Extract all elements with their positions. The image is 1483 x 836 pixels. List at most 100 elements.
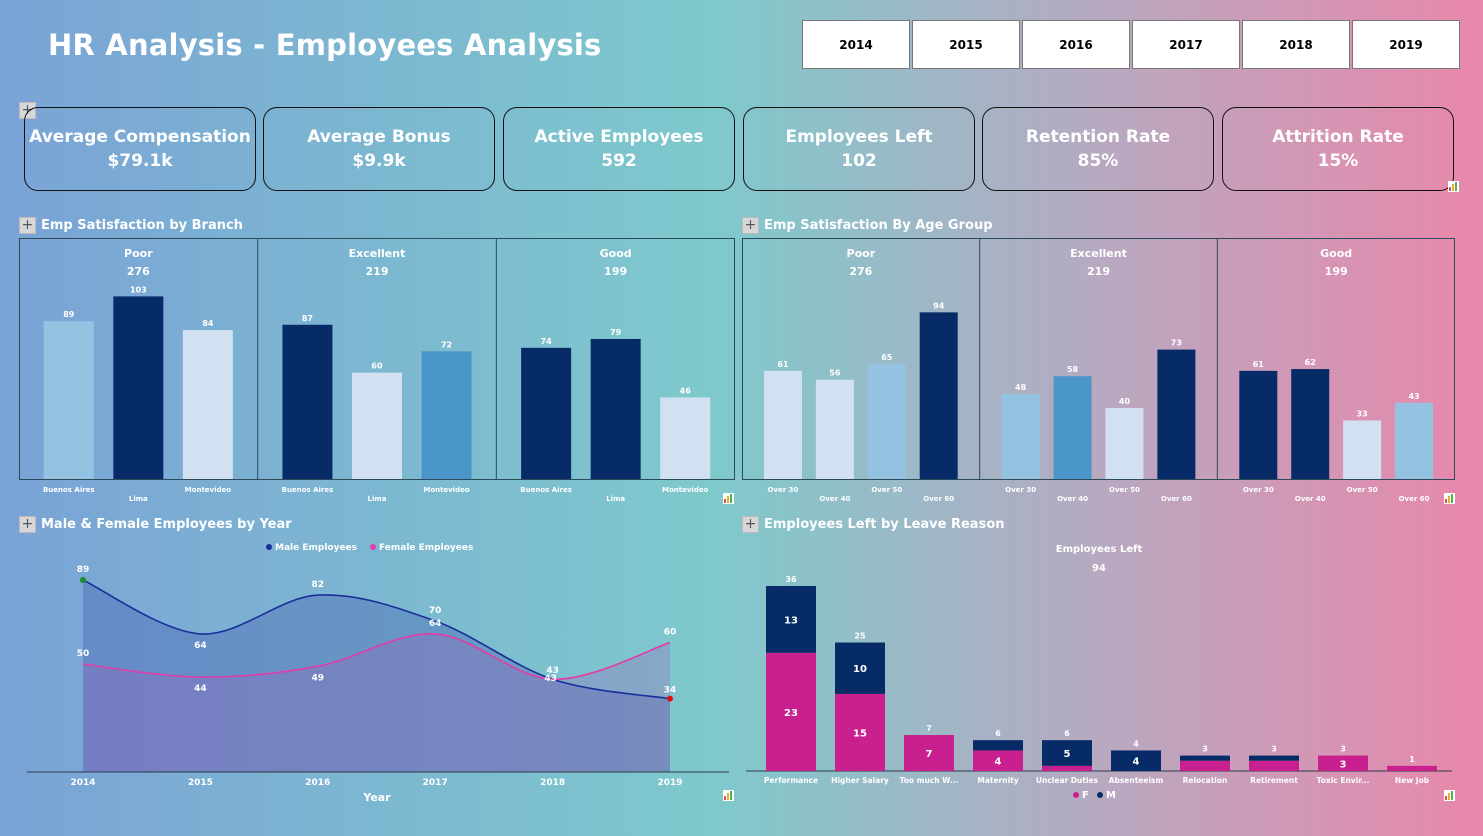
expand-icon[interactable]: + <box>19 217 36 234</box>
kpi-label: Active Employees <box>534 127 704 147</box>
chart-type-icon[interactable] <box>723 790 734 801</box>
kpi-label: Employees Left <box>785 127 933 147</box>
bar-good-montevideo[interactable] <box>660 397 711 479</box>
female-point-label: 50 <box>77 649 90 659</box>
expand-icon[interactable]: + <box>742 516 759 533</box>
chart-type-icon[interactable] <box>1444 493 1455 504</box>
bar-excellent-lima[interactable] <box>352 372 402 479</box>
category-label-over-40: Over 40 <box>1057 495 1088 503</box>
bar-good-lima[interactable] <box>590 338 641 479</box>
bar-good-over-60[interactable] <box>1395 402 1434 479</box>
bar-value-label: 87 <box>302 314 313 323</box>
bar-m-retirement[interactable] <box>1249 755 1299 761</box>
bar-value-label: 74 <box>541 337 553 346</box>
bar-total-label: 1 <box>1409 755 1415 764</box>
bar-excellent-over-60[interactable] <box>1157 349 1196 479</box>
bar-f-higher-salary[interactable] <box>835 693 885 771</box>
category-label-over-60: Over 60 <box>1161 495 1192 503</box>
category-label-unclear-duties: Unclear Duties <box>1036 776 1099 785</box>
bar-poor-buenos-aires[interactable] <box>43 321 94 479</box>
bar-good-over-40[interactable] <box>1291 369 1330 479</box>
bar-excellent-over-40[interactable] <box>1053 376 1092 479</box>
group-label-good: Good <box>1320 247 1352 260</box>
legend-label-male[interactable]: Male Employees <box>275 543 357 553</box>
kpi-card-retention-rate: Retention Rate 85% <box>982 107 1214 191</box>
expand-icon[interactable]: + <box>19 516 36 533</box>
bar-f-performance[interactable] <box>766 652 816 771</box>
category-label-over-40: Over 40 <box>1295 495 1326 503</box>
panel-frame <box>742 238 1455 480</box>
expand-icon[interactable]: + <box>742 217 759 234</box>
category-label-relocation: Relocation <box>1183 776 1228 785</box>
bar-total-label: 36 <box>785 575 797 584</box>
series-line-female-employees[interactable] <box>82 633 671 681</box>
bar-good-over-30[interactable] <box>1239 370 1278 479</box>
bar-f-toxic-envir[interactable] <box>1318 755 1368 771</box>
bar-total-label: 3 <box>1271 745 1277 754</box>
category-label-over-30: Over 30 <box>768 486 799 494</box>
bar-good-buenos-aires[interactable] <box>521 347 572 479</box>
bar-f-unclear-duties[interactable] <box>1042 765 1092 771</box>
bar-m-relocation[interactable] <box>1180 755 1230 761</box>
bar-poor-montevideo[interactable] <box>182 330 233 479</box>
bar-excellent-montevideo[interactable] <box>421 351 472 479</box>
bar-poor-lima[interactable] <box>113 296 164 479</box>
bar-poor-over-50[interactable] <box>867 363 906 479</box>
category-label-lima: Lima <box>606 495 625 503</box>
year-button-2017[interactable]: 2017 <box>1132 20 1240 69</box>
bar-excellent-buenos-aires[interactable] <box>282 324 333 479</box>
legend-swatch-m <box>1097 792 1103 798</box>
legend-label-female[interactable]: Female Employees <box>379 543 473 553</box>
male-point-label: 43 <box>546 666 559 676</box>
bar-value-label: 103 <box>130 285 147 294</box>
bar-excellent-over-30[interactable] <box>1001 393 1040 479</box>
bar-f-retirement[interactable] <box>1249 760 1299 771</box>
chart-type-icon[interactable] <box>1448 181 1459 192</box>
bar-poor-over-60[interactable] <box>919 312 958 479</box>
bar-f-new-job[interactable] <box>1387 765 1437 771</box>
category-label-buenos-aires: Buenos Aires <box>520 486 572 494</box>
kpi-card-attrition-rate: Attrition Rate 15% <box>1222 107 1454 191</box>
bar-good-over-50[interactable] <box>1343 420 1382 480</box>
male-point-label: 89 <box>77 565 90 575</box>
bar-m-maternity[interactable] <box>973 740 1023 751</box>
female-point-label: 60 <box>664 628 677 638</box>
bar-excellent-over-50[interactable] <box>1105 408 1144 479</box>
panel-title-branch: Emp Satisfaction by Branch <box>41 218 243 233</box>
year-button-2015[interactable]: 2015 <box>912 20 1020 69</box>
male-point-label: 70 <box>429 606 442 616</box>
legend-swatch-male <box>266 544 272 550</box>
year-button-2014[interactable]: 2014 <box>802 20 910 69</box>
chart-type-icon[interactable] <box>723 493 734 504</box>
bar-poor-over-40[interactable] <box>815 379 854 479</box>
year-button-2016[interactable]: 2016 <box>1022 20 1130 69</box>
bar-value-label: 89 <box>63 310 75 319</box>
bar-m-absenteeism[interactable] <box>1111 750 1161 771</box>
segment-label-f: 4 <box>995 757 1002 768</box>
year-button-2018[interactable]: 2018 <box>1242 20 1350 69</box>
group-label-good: Good <box>600 247 632 260</box>
bar-poor-over-30[interactable] <box>763 370 802 479</box>
bar-value-label: 33 <box>1357 410 1368 419</box>
bar-f-too-much-w[interactable] <box>904 735 954 771</box>
series-line-male-employees[interactable] <box>82 579 671 700</box>
kpi-value: 102 <box>841 151 877 171</box>
legend-label-m[interactable]: M <box>1106 790 1116 801</box>
chart-type-icon[interactable] <box>1444 790 1455 801</box>
legend-label-f[interactable]: F <box>1082 790 1089 801</box>
min-marker <box>667 695 673 702</box>
leave-reason-chart: Employees Left94231336Performance151025H… <box>746 544 1452 801</box>
panel-title-age: Emp Satisfaction By Age Group <box>764 218 993 233</box>
kpi-value: $9.9k <box>352 151 406 171</box>
year-button-2019[interactable]: 2019 <box>1352 20 1460 69</box>
bar-value-label: 60 <box>371 362 383 371</box>
bar-m-higher-salary[interactable] <box>835 642 885 694</box>
group-total: 199 <box>1325 265 1348 278</box>
bar-m-unclear-duties[interactable] <box>1042 740 1092 766</box>
bar-f-maternity[interactable] <box>973 750 1023 771</box>
bar-m-performance[interactable] <box>766 586 816 653</box>
bar-f-relocation[interactable] <box>1180 760 1230 771</box>
panel-title-gender: Male & Female Employees by Year <box>41 517 292 532</box>
category-label-retirement: Retirement <box>1250 776 1298 785</box>
bar-value-label: 48 <box>1015 383 1027 392</box>
